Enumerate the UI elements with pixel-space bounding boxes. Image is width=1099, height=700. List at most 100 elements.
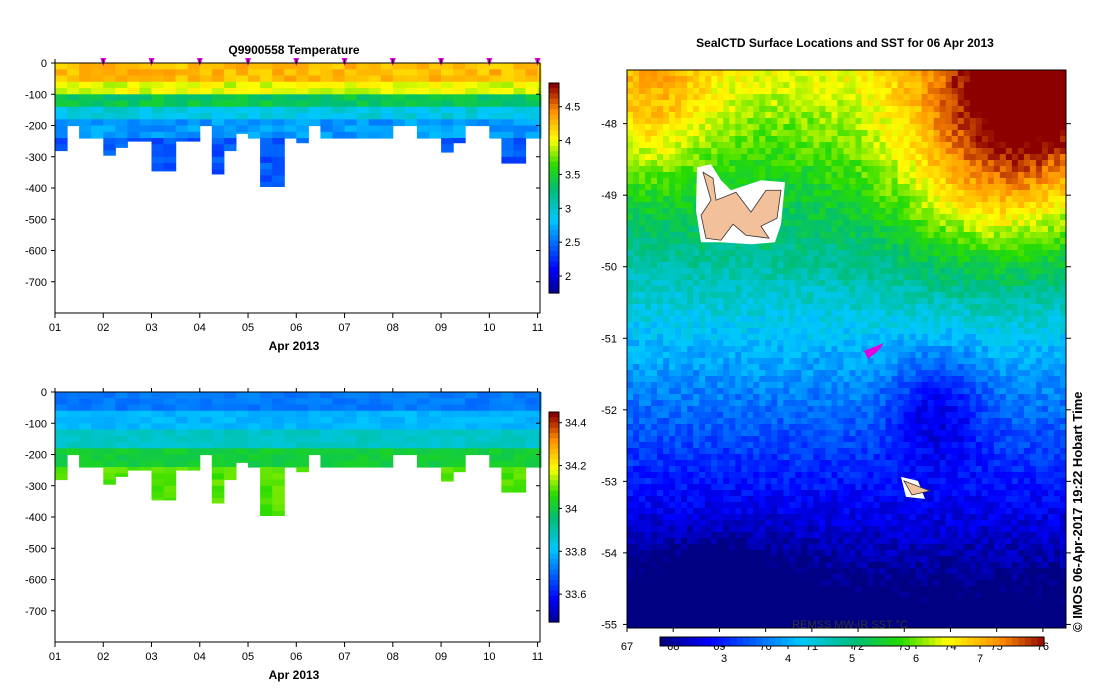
sst-cell [645,310,652,317]
sst-cell [819,142,826,149]
sst-cell [951,172,959,179]
sst-cell [969,208,977,215]
sst-cell [861,322,869,329]
sst-cell [1005,280,1013,287]
sst-cell [1023,70,1031,77]
profile-cell [392,417,406,424]
sst-cell [987,202,995,209]
sst-cell [945,286,953,293]
sst-cell [831,70,838,77]
sst-cell [999,190,1007,197]
sst-cell [771,280,778,287]
sst-cell [723,124,730,131]
sst-cell [837,100,844,107]
sst-cell [639,322,646,329]
profile-cell [236,410,249,418]
sst-cell [1005,178,1013,185]
sst-cell [873,322,881,329]
profile-cell [187,423,201,431]
profile-cell [163,492,177,499]
sst-cell [795,292,802,299]
sst-cell [1059,280,1067,287]
sst-cell [837,70,844,77]
sst-cell [1035,292,1043,299]
sst-cell [969,82,977,89]
profile-cell [211,100,225,108]
sst-cell [837,112,844,119]
sst-cell [735,358,742,365]
colorbar-segment [549,606,559,613]
sst-cell [963,100,971,107]
sst-cell [849,292,857,299]
x-tick-label: 09 [435,322,447,334]
sst-cell [921,316,929,323]
sst-cell [1017,328,1025,335]
sst-cell [861,100,869,107]
sst-cell [1017,190,1025,197]
profile-cell [211,404,225,412]
sst-cell [903,244,911,251]
sst-cell [891,100,899,107]
sst-cell [1023,346,1031,353]
sst-cell [819,214,826,221]
sst-cell [753,364,760,371]
sst-cell [831,334,838,341]
profile-cell [103,398,116,406]
profile-cell [211,63,225,70]
profile-cell [199,63,213,70]
sst-cell [669,112,676,119]
sst-cell [627,334,634,341]
sst-cell [1053,178,1061,185]
sst-cell [1017,82,1025,89]
sst-cell [645,274,652,281]
sst-cell [951,196,959,203]
sst-cell [657,190,664,197]
sst-cell [891,178,899,185]
sst-cell [921,100,929,107]
sst-cell [1023,238,1031,245]
sst-cell [765,88,772,95]
sst-cell [999,286,1007,293]
temperature-data [55,63,542,187]
sst-cell [933,190,941,197]
sst-cell [771,70,778,77]
sst-cell [807,184,814,191]
sst-cell [633,310,640,317]
sst-cell [633,94,640,101]
sst-cell [951,256,959,263]
profile-cell [223,392,237,399]
sst-cell [939,124,947,131]
sst-cell [849,238,857,245]
sst-cell [963,262,971,269]
sst-cell [933,112,941,119]
profile-cell [501,69,514,77]
profile-cell [513,404,527,412]
sst-cell [891,286,899,293]
sst-cell [867,70,875,77]
sst-cell [633,250,640,257]
sst-cell [645,238,652,245]
sst-cell [651,268,658,275]
sst-cell [861,160,869,167]
profile-cell [248,106,261,114]
sst-cell [885,256,893,263]
sst-cell [855,70,863,77]
sst-cell [813,352,820,359]
sst-cell [975,178,983,185]
sst-cell [933,88,941,95]
sst-cell [993,346,1001,353]
profile-cell [344,75,358,83]
sst-cell [795,118,802,125]
sst-cell [711,118,718,125]
profile-cell [525,119,539,127]
sst-cell [933,346,941,353]
sst-cell [783,322,790,329]
profile-cell [115,429,128,437]
sst-cell [903,124,911,131]
sst-cell [699,106,706,113]
sst-cell [987,70,995,77]
sst-cell [651,118,658,125]
sst-cell [771,244,778,251]
sst-cell [855,142,863,149]
sst-cell [849,112,857,119]
